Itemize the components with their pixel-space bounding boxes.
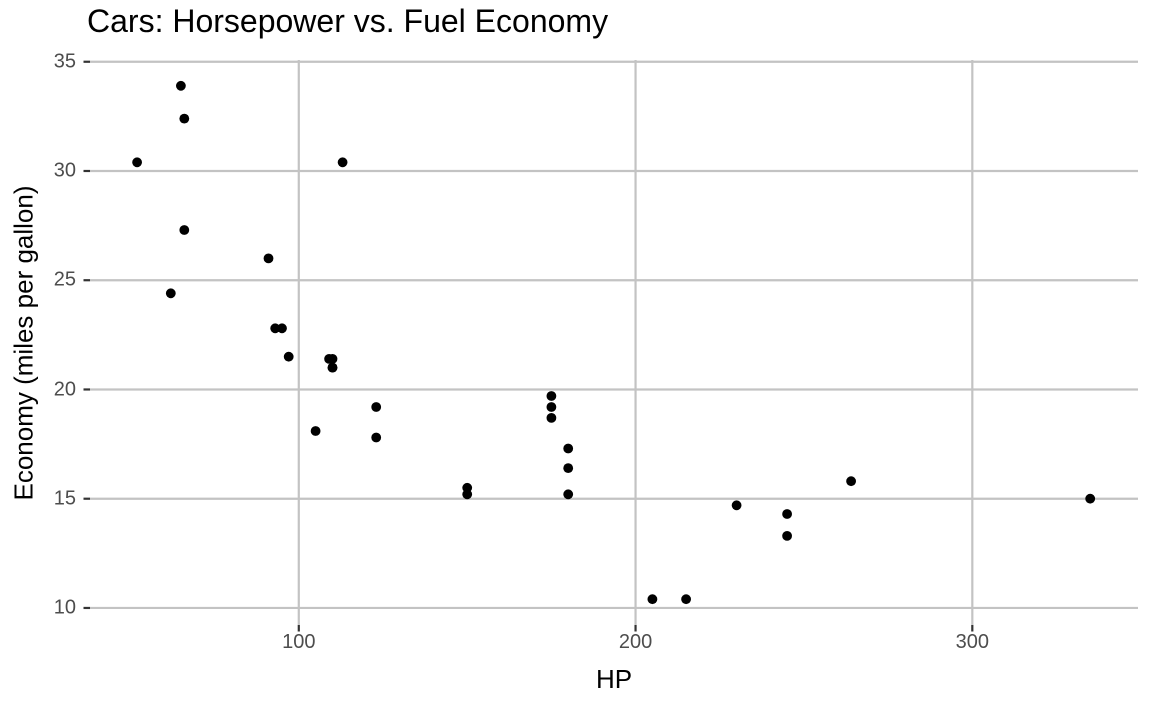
data-point: [563, 463, 574, 473]
y-tick-label: 25: [53, 268, 76, 291]
y-axis-title: Economy (miles per gallon): [8, 185, 39, 501]
data-point: [277, 323, 287, 334]
data-point: [1085, 493, 1096, 504]
data-point: [176, 80, 186, 91]
data-point: [782, 531, 792, 541]
data-point: [371, 432, 382, 443]
data-point: [371, 402, 382, 412]
data-point: [179, 113, 190, 124]
data-point: [647, 594, 658, 605]
data-point: [337, 157, 348, 168]
data-point: [846, 476, 856, 487]
data-point: [324, 354, 334, 364]
data-point: [283, 351, 294, 362]
data-point: [782, 509, 792, 519]
data-point: [681, 594, 691, 605]
y-tick-label: 35: [53, 50, 76, 73]
data-point: [462, 489, 473, 500]
x-tick-label: 300: [955, 631, 989, 653]
y-tick-label: 20: [53, 378, 76, 401]
data-point: [731, 500, 742, 511]
x-tick-label: 100: [282, 631, 316, 653]
y-tick-label: 30: [53, 159, 76, 182]
data-point: [310, 426, 321, 436]
data-point: [132, 157, 143, 168]
x-axis-title: HP: [595, 664, 633, 694]
y-tick-label: 15: [53, 487, 76, 510]
chart-title: Cars: Horsepower vs. Fuel Economy: [87, 3, 609, 39]
x-tick-label: 200: [618, 631, 653, 653]
data-point: [563, 443, 574, 454]
data-point: [546, 391, 557, 401]
data-point: [165, 288, 176, 299]
data-point: [546, 402, 557, 412]
data-point: [270, 323, 281, 334]
data-point: [263, 253, 274, 264]
data-point: [546, 413, 557, 423]
data-point: [563, 489, 574, 500]
data-point: [179, 225, 190, 235]
y-tick-label: 10: [53, 596, 76, 619]
data-point: [327, 362, 338, 373]
